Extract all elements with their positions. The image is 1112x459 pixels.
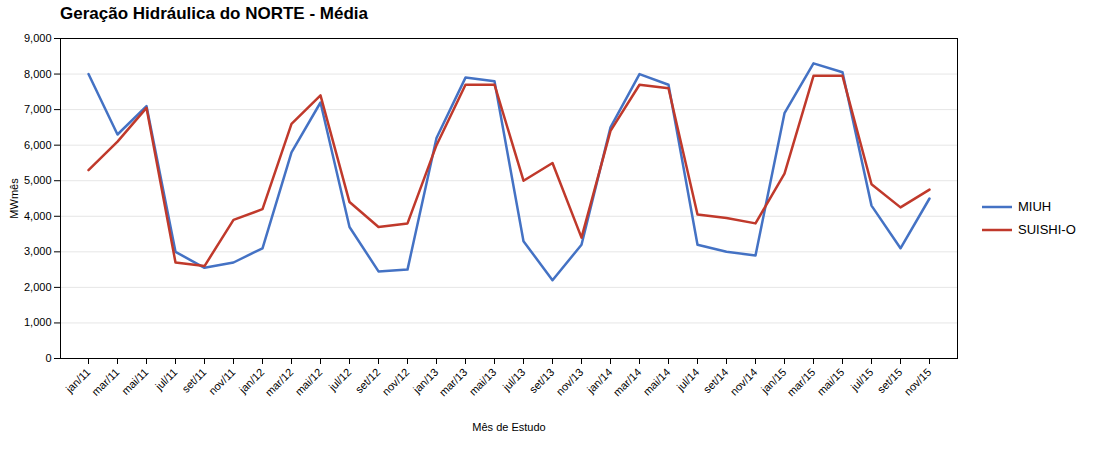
svg-text:mar/11: mar/11 (89, 366, 121, 398)
svg-text:jul/12: jul/12 (326, 366, 354, 394)
svg-text:2,000: 2,000 (24, 281, 52, 293)
svg-text:jul/11: jul/11 (152, 366, 179, 393)
svg-text:3,000: 3,000 (24, 245, 52, 257)
svg-text:nov/12: nov/12 (380, 366, 412, 398)
svg-text:jan/11: jan/11 (63, 366, 93, 396)
svg-text:nov/11: nov/11 (206, 366, 237, 397)
svg-text:mai/15: mai/15 (815, 366, 847, 398)
svg-text:nov/15: nov/15 (902, 366, 934, 398)
svg-text:mar/13: mar/13 (437, 366, 470, 399)
svg-text:8,000: 8,000 (24, 68, 52, 80)
svg-text:set/12: set/12 (353, 366, 383, 396)
svg-text:mai/11: mai/11 (119, 366, 150, 397)
svg-text:jan/13: jan/13 (410, 366, 440, 396)
svg-text:mai/13: mai/13 (467, 366, 499, 398)
svg-text:nov/13: nov/13 (554, 366, 586, 398)
svg-text:jul/15: jul/15 (848, 366, 876, 394)
svg-text:jan/14: jan/14 (584, 366, 614, 396)
svg-text:Mês de Estudo: Mês de Estudo (472, 421, 545, 433)
svg-text:mai/14: mai/14 (641, 366, 673, 398)
svg-text:9,000: 9,000 (24, 32, 52, 44)
svg-text:nov/14: nov/14 (728, 366, 760, 398)
svg-text:set/13: set/13 (527, 366, 557, 396)
svg-text:6,000: 6,000 (24, 139, 52, 151)
svg-text:jan/12: jan/12 (236, 366, 266, 396)
svg-text:jul/14: jul/14 (674, 366, 702, 394)
svg-text:5,000: 5,000 (24, 174, 52, 186)
svg-text:0: 0 (45, 352, 51, 364)
svg-text:jul/13: jul/13 (500, 366, 528, 394)
html-text:Geração Hidráulica do NORTE -: Geração Hidráulica do NORTE - Média (60, 4, 368, 23)
svg-text:set/15: set/15 (875, 366, 905, 396)
svg-text:set/11: set/11 (179, 366, 208, 395)
svg-text:mai/12: mai/12 (293, 366, 325, 398)
svg-text:MWmês: MWmês (8, 178, 20, 219)
html-text:SUISHI-O: SUISHI-O (1018, 222, 1076, 237)
svg-text:jan/15: jan/15 (758, 366, 788, 396)
html-text:MIUH: MIUH (1018, 199, 1052, 214)
svg-text:mar/15: mar/15 (785, 366, 818, 399)
svg-text:mar/12: mar/12 (263, 366, 296, 399)
svg-text:mar/14: mar/14 (611, 366, 644, 399)
svg-text:7,000: 7,000 (24, 103, 52, 115)
svg-text:4,000: 4,000 (24, 210, 52, 222)
svg-text:set/14: set/14 (701, 366, 731, 396)
svg-text:1,000: 1,000 (24, 316, 52, 328)
